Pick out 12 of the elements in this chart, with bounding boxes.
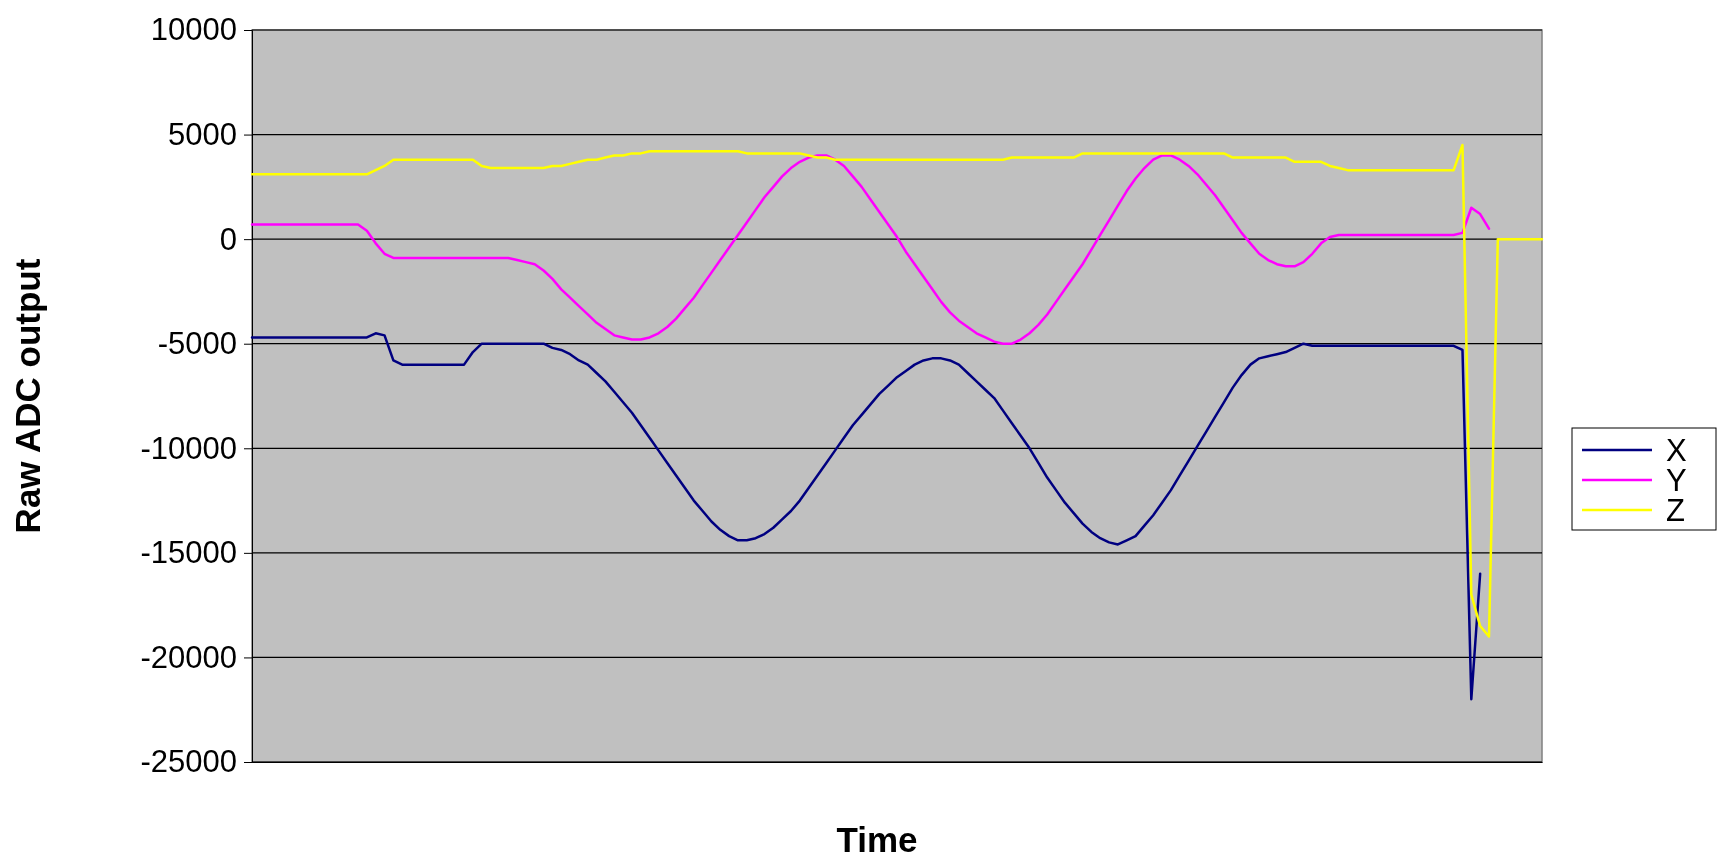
y-tick-label: -5000: [157, 326, 237, 362]
y-tick-label: 0: [219, 221, 237, 257]
y-tick-label: -15000: [140, 535, 237, 571]
y-tick-label: -25000: [140, 744, 237, 780]
line-series: [250, 332, 1482, 701]
x-axis-title: Time: [836, 820, 918, 859]
y-tick-label: -20000: [140, 639, 237, 675]
y-tick-label: -10000: [140, 430, 237, 466]
y-tick-label: 10000: [150, 12, 237, 48]
y-axis-title: Raw ADC output: [8, 258, 47, 534]
line-series: [250, 154, 1491, 345]
y-tick-label: 5000: [168, 116, 237, 152]
